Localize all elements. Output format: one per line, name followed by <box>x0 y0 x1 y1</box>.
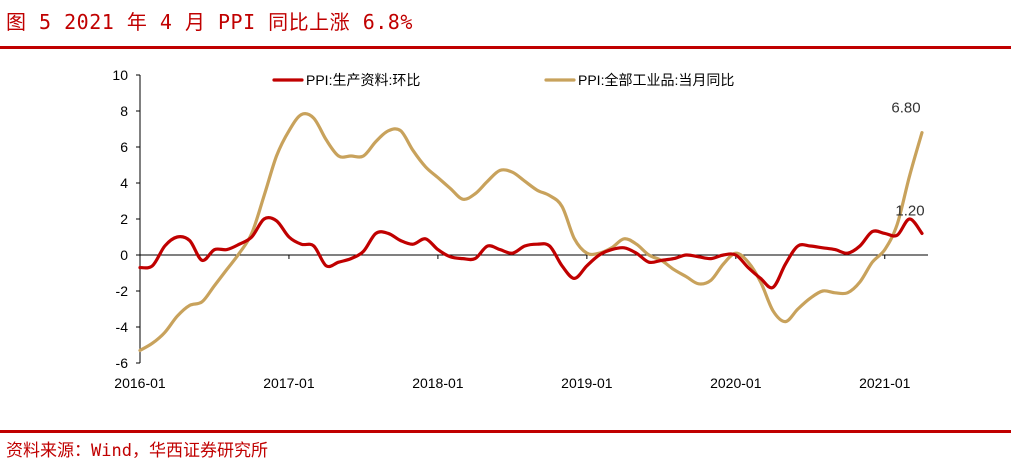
y-tick-label: 2 <box>120 211 128 227</box>
x-tick-label: 2017-01 <box>263 375 315 391</box>
source-note: 资料来源：Wind，华西证券研究所 <box>6 441 268 461</box>
chart-title: 图 5 2021 年 4 月 PPI 同比上涨 6.8% <box>6 10 413 34</box>
y-tick-label: 0 <box>120 247 128 263</box>
x-tick-label: 2019-01 <box>561 375 613 391</box>
legend: PPI:生产资料:环比 PPI:全部工业品:当月同比 <box>272 72 734 88</box>
y-tick-label: 10 <box>112 67 128 83</box>
legend-item-mom-label: PPI:生产资料:环比 <box>306 72 420 88</box>
series-ppi-yoy-line <box>138 112 924 352</box>
series-ppi-mom-line <box>138 215 924 290</box>
series-layer <box>138 112 924 352</box>
x-tick-label: 2018-01 <box>412 375 464 391</box>
y-tick-label: 6 <box>120 139 128 155</box>
end-label-yoy: 6.80 <box>891 100 920 117</box>
legend-item-yoy-label: PPI:全部工业品:当月同比 <box>578 72 734 88</box>
x-tick-label: 2016-01 <box>114 375 166 391</box>
y-tick-label: -6 <box>116 355 129 371</box>
x-tick-label: 2020-01 <box>710 375 762 391</box>
y-tick-label: -2 <box>116 283 129 299</box>
y-tick-label: 4 <box>120 175 128 191</box>
y-tick-label: -4 <box>116 319 129 335</box>
y-tick-label: 8 <box>120 103 128 119</box>
axes: 10 8 6 4 2 0 -2 -4 -6 2016-01 2017-01 2018-01 2019-0… <box>112 67 928 391</box>
x-tick-label: 2021-01 <box>859 375 911 391</box>
end-label-mom: 1.20 <box>895 202 924 219</box>
bottom-divider <box>0 430 1011 433</box>
top-divider <box>0 46 1011 49</box>
data-labels: 6.80 1.20 <box>891 100 924 220</box>
